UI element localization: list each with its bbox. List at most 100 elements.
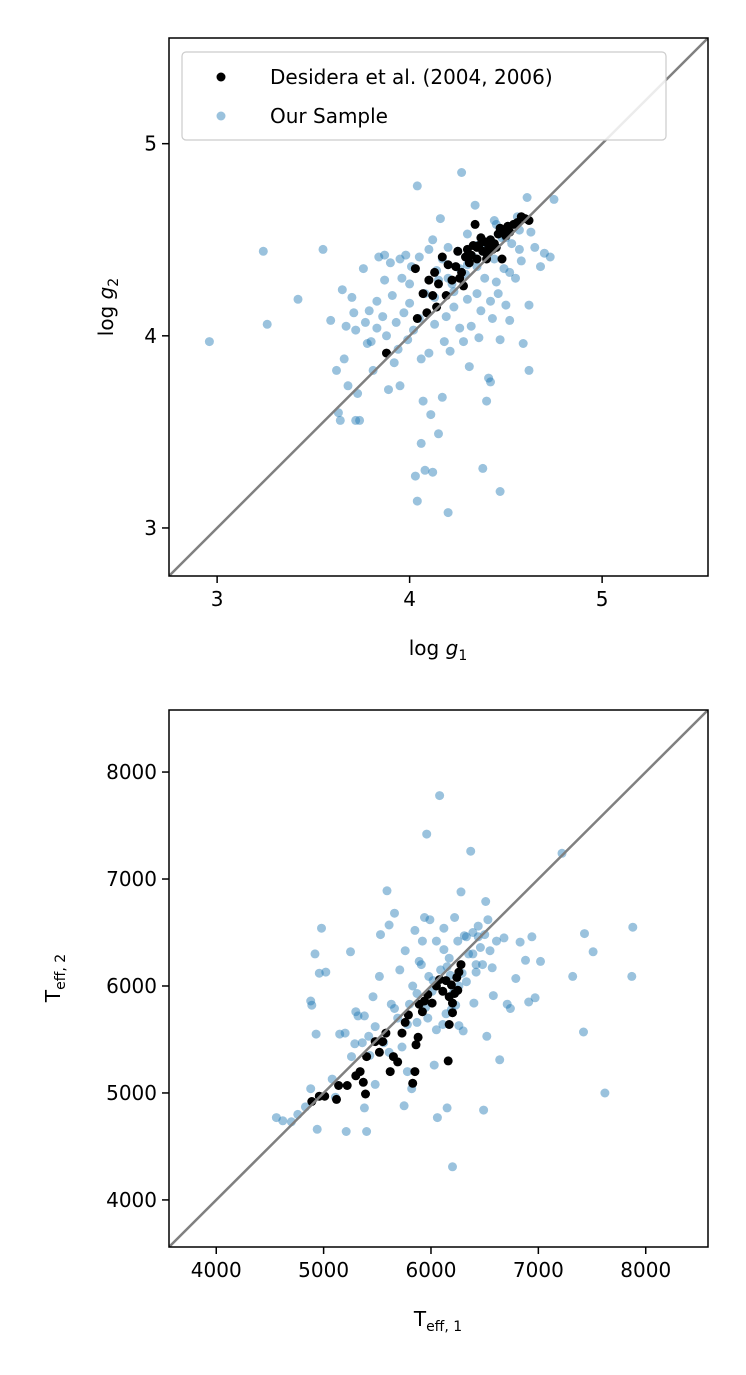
teff-y-tick-label-4: 8000 [106, 760, 157, 784]
teff-point-our-sample-91 [492, 936, 501, 946]
teff-point-desidera-41 [454, 967, 464, 977]
teff-point-desidera-17 [393, 1057, 403, 1067]
teff-identity-line [169, 710, 708, 1247]
teff-point-our-sample-64 [444, 953, 454, 963]
teff-point-our-sample-108 [600, 1088, 610, 1098]
logg-point-our-sample-92 [495, 487, 505, 496]
teff-y-ticks: 4000 5000 6000 7000 8000 [106, 760, 169, 1212]
teff-point-our-sample-79 [468, 928, 478, 937]
teff-y-axis-label-main: T [41, 989, 65, 1003]
teff-point-our-sample-32 [382, 886, 392, 896]
teff-point-desidera-22 [410, 1067, 420, 1077]
logg-point-our-sample-61 [441, 312, 451, 322]
teff-point-our-sample-44 [408, 981, 418, 991]
logg-point-our-sample-25 [374, 252, 384, 262]
teff-point-our-sample-26 [364, 1031, 374, 1041]
logg-point-our-sample-112 [380, 250, 390, 260]
logg-point-our-sample-69 [457, 168, 467, 177]
teff-point-our-sample-111 [359, 1011, 369, 1021]
logg-point-our-sample-31 [387, 291, 397, 300]
logg-point-our-sample-42 [410, 471, 420, 481]
teff-point-our-sample-127 [390, 1004, 399, 1013]
logg-point-our-sample-102 [518, 339, 528, 348]
logg-point-our-sample-46 [416, 438, 426, 448]
teff-point-our-sample-85 [479, 1105, 489, 1115]
logg-point-our-sample-30 [385, 258, 395, 268]
teff-point-our-sample-61 [439, 923, 449, 933]
teff-point-our-sample-60 [438, 1020, 448, 1029]
teff-point-our-sample-80 [469, 998, 479, 1008]
teff-point-our-sample-41 [402, 1067, 412, 1077]
logg-point-our-sample-60 [439, 337, 449, 347]
logg-point-our-sample-134 [489, 216, 499, 225]
logg-point-our-sample-68 [455, 323, 465, 333]
teff-point-our-sample-101 [530, 993, 540, 1003]
logg-point-our-sample-22 [366, 337, 376, 347]
teff-point-our-sample-35 [390, 908, 399, 918]
logg-point-our-sample-23 [368, 365, 378, 375]
logg-point-our-sample-57 [435, 214, 445, 224]
logg-point-desidera-48 [472, 242, 482, 252]
logg-point-our-sample-39 [405, 279, 415, 289]
logg-point-our-sample-64 [445, 346, 455, 356]
teff-point-desidera-26 [417, 1007, 427, 1017]
logg-x-tick-label-1: 4 [403, 587, 416, 611]
logg-point-our-sample-18 [355, 415, 365, 425]
teff-point-our-sample-124 [487, 963, 497, 973]
logg-point-our-sample-5 [326, 315, 336, 325]
teff-point-desidera-43 [444, 1020, 454, 1029]
teff-point-our-sample-105 [579, 1027, 588, 1037]
legend-frame [181, 51, 667, 141]
logg-point-our-sample-49 [420, 465, 430, 475]
teff-point-our-sample-125 [347, 1052, 356, 1062]
logg-point-desidera-5 [424, 275, 434, 285]
logg-point-our-sample-90 [493, 289, 503, 299]
logg-point-desidera-7 [430, 267, 440, 277]
teff-point-desidera-34 [443, 1056, 453, 1066]
teff-point-our-sample-11 [314, 968, 324, 978]
teff-point-our-sample-29 [374, 971, 384, 981]
logg-point-our-sample-35 [397, 273, 407, 283]
teff-point-our-sample-58 [435, 791, 445, 801]
logg-point-our-sample-19 [358, 264, 368, 274]
logg-point-our-sample-27 [380, 275, 390, 285]
teff-point-our-sample-18 [341, 1127, 351, 1136]
logg-point-our-sample-37 [401, 250, 411, 260]
logg-point-desidera-38 [497, 254, 507, 264]
logg-point-desidera-17 [457, 267, 467, 277]
teff-point-desidera-5 [342, 1081, 352, 1090]
logg-point-our-sample-36 [399, 308, 409, 318]
panel-logg: 3 4 5 3 4 5 log g1 log g2 Desidera et al. (2… [94, 37, 709, 664]
teff-x-axis-label-sub: eff, 1 [426, 1319, 462, 1335]
teff-x-tick-label-4: 8000 [620, 1258, 671, 1282]
logg-point-our-sample-84 [484, 373, 494, 383]
logg-point-our-sample-87 [487, 314, 497, 323]
logg-point-desidera-35 [491, 242, 501, 252]
teff-point-our-sample-5 [306, 1084, 316, 1094]
teff-point-desidera-9 [361, 1089, 370, 1099]
teff-y-tick-label-2: 6000 [106, 974, 157, 998]
teff-point-our-sample-106 [580, 929, 589, 939]
logg-point-our-sample-127 [372, 323, 382, 333]
logg-point-our-sample-83 [482, 396, 492, 406]
logg-point-our-sample-8 [335, 415, 345, 425]
teff-point-desidera-24 [413, 1032, 423, 1042]
teff-point-our-sample-1 [278, 1116, 288, 1126]
teff-plot-frame [168, 709, 709, 1248]
teff-y-axis-label: Teff, 2 [41, 954, 69, 1003]
logg-point-our-sample-108 [536, 262, 545, 272]
logg-point-our-sample-6 [332, 365, 341, 375]
teff-point-our-sample-33 [384, 920, 394, 930]
teff-point-our-sample-133 [471, 960, 481, 970]
logg-point-our-sample-24 [372, 296, 382, 306]
teff-point-our-sample-83 [475, 943, 485, 952]
teff-point-our-sample-115 [416, 960, 426, 970]
teff-point-our-sample-59 [436, 965, 446, 975]
teff-point-our-sample-109 [627, 971, 637, 981]
logg-point-desidera-25 [472, 254, 482, 264]
logg-point-our-sample-43 [412, 496, 422, 506]
logg-point-our-sample-77 [472, 289, 482, 299]
logg-point-our-sample-126 [362, 339, 372, 348]
logg-point-our-sample-41 [409, 325, 418, 335]
logg-point-our-sample-2 [262, 319, 272, 329]
